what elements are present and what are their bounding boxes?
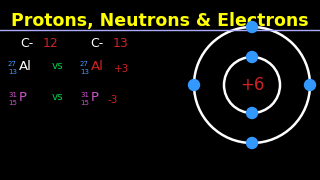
Text: P: P [19, 91, 27, 104]
Text: P: P [91, 91, 99, 104]
Text: +6: +6 [240, 76, 264, 94]
Circle shape [246, 138, 258, 148]
Text: Al: Al [19, 60, 32, 73]
Text: -3: -3 [107, 95, 117, 105]
Text: vs: vs [52, 92, 64, 102]
Text: 31: 31 [8, 92, 17, 98]
Text: 12: 12 [43, 37, 59, 50]
Text: 31: 31 [80, 92, 89, 98]
Circle shape [188, 80, 199, 91]
Text: 13: 13 [8, 69, 17, 75]
Text: Al: Al [91, 60, 104, 73]
Text: 13: 13 [113, 37, 129, 50]
Text: vs: vs [52, 61, 64, 71]
Text: C-: C- [90, 37, 103, 50]
Text: 13: 13 [80, 69, 89, 75]
Text: 15: 15 [80, 100, 89, 106]
Text: 27: 27 [80, 61, 89, 67]
Text: C-: C- [20, 37, 33, 50]
Text: 27: 27 [8, 61, 17, 67]
Circle shape [246, 21, 258, 33]
Text: Protons, Neutrons & Electrons: Protons, Neutrons & Electrons [11, 12, 309, 30]
Circle shape [246, 107, 258, 118]
Text: 15: 15 [8, 100, 17, 106]
Circle shape [246, 51, 258, 62]
Circle shape [305, 80, 316, 91]
Text: +3: +3 [114, 64, 129, 74]
